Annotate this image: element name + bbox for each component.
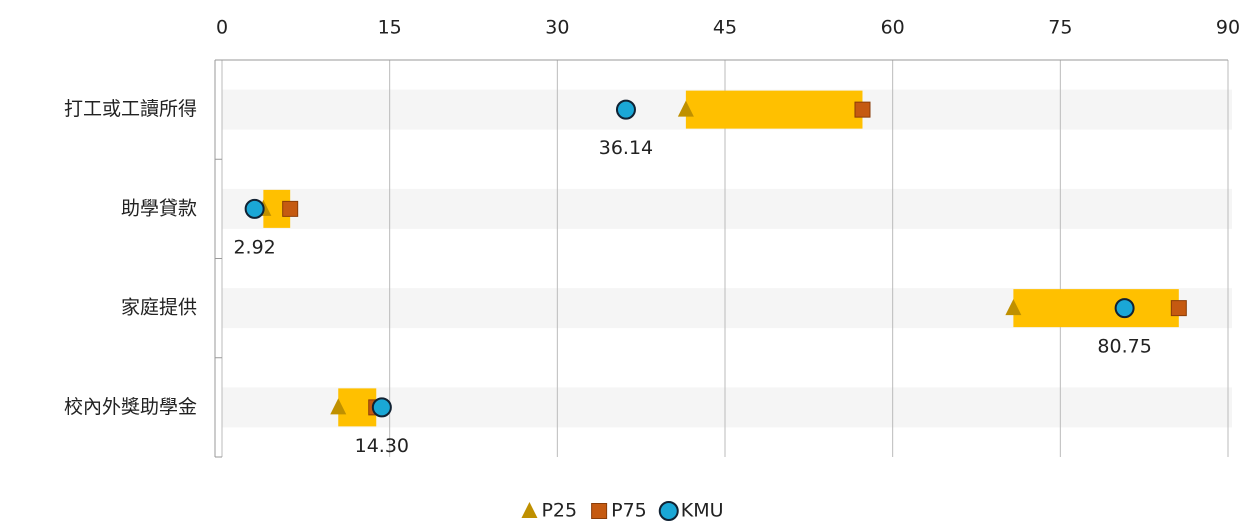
data-label: 36.14 (599, 137, 653, 159)
data-label: 14.30 (355, 435, 409, 457)
x-tick-label: 0 (216, 17, 228, 39)
category-label: 校內外獎助學金 (64, 396, 197, 418)
category-label: 打工或工讀所得 (64, 98, 197, 120)
marker-square (591, 503, 608, 519)
x-tick-label: 90 (1216, 17, 1240, 39)
marker-triangle (521, 502, 538, 518)
legend: P25 P75 KMU (521, 500, 724, 521)
legend-label: P25 (541, 500, 577, 521)
marker-circle (658, 501, 679, 521)
marker-triangle (1005, 299, 1022, 316)
marker-circle (1114, 298, 1135, 319)
marker-square (854, 101, 871, 118)
marker-square (282, 200, 299, 217)
range-bar (685, 90, 863, 129)
x-tick-label: 60 (881, 17, 905, 39)
range-bar (1013, 289, 1179, 328)
marker-circle (615, 99, 636, 120)
x-tick-label: 45 (713, 17, 737, 39)
data-label: 2.92 (233, 236, 275, 258)
marker-circle (244, 198, 265, 219)
marker-circle (371, 397, 392, 418)
category-label: 家庭提供 (121, 297, 197, 319)
data-label: 80.75 (1097, 336, 1151, 358)
category-label: 助學貸款 (121, 197, 197, 219)
x-tick-label: 15 (378, 17, 402, 39)
row-band (222, 188, 1232, 229)
marker-triangle (677, 100, 694, 117)
marker-square (1170, 300, 1187, 317)
x-tick-label: 30 (545, 17, 569, 39)
legend-label: P75 (611, 500, 647, 521)
x-tick-label: 75 (1048, 17, 1072, 39)
marker-triangle (330, 398, 347, 415)
legend-label: KMU (681, 500, 724, 521)
